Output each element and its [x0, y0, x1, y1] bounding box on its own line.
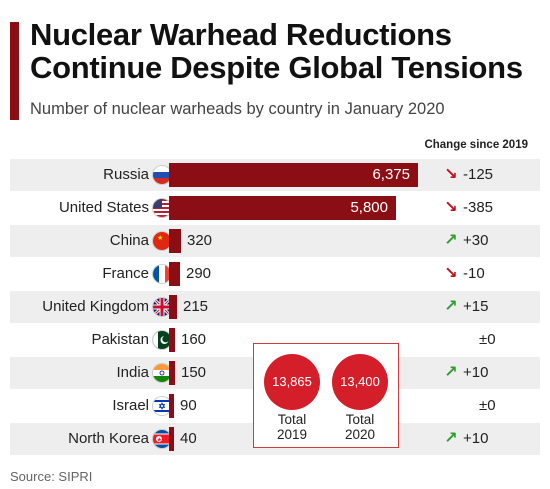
- source-note: Source: SIPRI: [10, 469, 93, 484]
- bar-value-label: 320: [187, 232, 213, 249]
- change-cell: ↘ -10: [442, 258, 532, 290]
- change-value: +30: [463, 232, 489, 249]
- bar: [169, 196, 396, 220]
- china-flag-icon: ★: [153, 232, 171, 250]
- category-label: United States: [58, 199, 149, 216]
- category-label: India: [116, 364, 149, 381]
- bar-value-label: 40: [180, 430, 197, 447]
- totals-box: 13,865 13,400 Total 2019 Total 2020: [253, 343, 399, 448]
- change-cell: ↗ +10: [442, 357, 532, 389]
- arrow-up-icon: ↗: [444, 298, 458, 315]
- bar-value-label: 290: [186, 265, 212, 282]
- total-2020-label: Total 2020: [330, 412, 390, 442]
- bar: [169, 361, 175, 385]
- chart-row: China ★ 320 ↗ +30: [10, 225, 540, 257]
- change-value: -10: [463, 265, 485, 282]
- pakistan-flag-icon: [153, 331, 171, 349]
- change-value: -385: [463, 199, 494, 216]
- chart-row: Pakistan 160 ±0: [10, 324, 540, 356]
- change-value: ±0: [479, 397, 496, 414]
- total-2019-label-line1: Total: [277, 412, 307, 427]
- svg-text:★: ★: [157, 234, 163, 242]
- chart-row: United States 5,800 ↘ -385: [10, 192, 540, 224]
- category-label: France: [102, 265, 149, 282]
- change-column-header: Change since 2019: [424, 139, 528, 151]
- bar-value-label: 160: [181, 331, 207, 348]
- title-line-2: Continue Despite Global Tensions: [30, 50, 523, 85]
- total-2019-circle: 13,865: [264, 354, 320, 410]
- svg-text:★: ★: [157, 436, 162, 443]
- change-cell: ↗ +15: [442, 291, 532, 323]
- bar-value-label: 215: [183, 298, 209, 315]
- bar-value-label: 6,375: [372, 166, 410, 183]
- category-label: Israel: [112, 397, 149, 414]
- arrow-up-icon: ↗: [444, 232, 458, 249]
- bar: [169, 328, 175, 352]
- change-value: +10: [463, 430, 489, 447]
- russia-flag-icon: [153, 166, 171, 184]
- change-cell: ±0: [442, 390, 532, 422]
- india-flag-icon: [153, 364, 171, 382]
- change-cell: ↘ -125: [442, 159, 532, 191]
- change-value: ±0: [479, 331, 496, 348]
- category-label: Pakistan: [91, 331, 149, 348]
- bar: [169, 427, 174, 451]
- change-value: +10: [463, 364, 489, 381]
- bar: [169, 295, 177, 319]
- total-2020-circle: 13,400: [332, 354, 388, 410]
- chart-row: Russia 6,375 ↘ -125: [10, 159, 540, 191]
- bar: [169, 229, 181, 253]
- total-2020-label-line2: 2020: [344, 427, 376, 442]
- category-label: China: [109, 232, 149, 249]
- arrow-up-icon: ↗: [444, 430, 458, 447]
- change-cell: ±0: [442, 324, 532, 356]
- title-accent-bar: [10, 22, 19, 120]
- usa-flag-icon: [153, 199, 171, 217]
- arrow-down-icon: ↘: [444, 265, 458, 282]
- total-2019-label-line2: 2019: [276, 427, 308, 442]
- bar-value-label: 150: [181, 364, 207, 381]
- chart-title: Nuclear Warhead Reductions Continue Desp…: [30, 18, 545, 84]
- category-label: North Korea: [68, 430, 149, 447]
- bar-value-label: 5,800: [350, 199, 388, 216]
- change-cell: ↘ -385: [442, 192, 532, 224]
- bar: [169, 394, 174, 418]
- total-2019-label: Total 2019: [262, 412, 322, 442]
- change-value: +15: [463, 298, 489, 315]
- title-line-1: Nuclear Warhead Reductions: [30, 17, 452, 52]
- france-flag-icon: [153, 265, 171, 283]
- north-korea-flag-icon: ★: [153, 430, 171, 448]
- arrow-down-icon: ↘: [444, 166, 458, 183]
- change-value: -125: [463, 166, 494, 183]
- category-label: Russia: [103, 166, 149, 183]
- bar-value-label: 90: [180, 397, 197, 414]
- category-label: United Kingdom: [42, 298, 149, 315]
- arrow-up-icon: ↗: [444, 364, 458, 381]
- change-cell: ↗ +30: [442, 225, 532, 257]
- arrow-down-icon: ↘: [444, 199, 458, 216]
- total-2020-label-line1: Total: [345, 412, 375, 427]
- change-cell: ↗ +10: [442, 423, 532, 455]
- chart-row: Israel 90 ±0: [10, 390, 540, 422]
- chart-row: France 290 ↘ -10: [10, 258, 540, 290]
- israel-flag-icon: [153, 397, 171, 415]
- bar: [169, 163, 418, 187]
- bar: [169, 262, 180, 286]
- chart-subtitle: Number of nuclear warheads by country in…: [30, 100, 445, 118]
- chart-row: United Kingdom 215 ↗ +15: [10, 291, 540, 323]
